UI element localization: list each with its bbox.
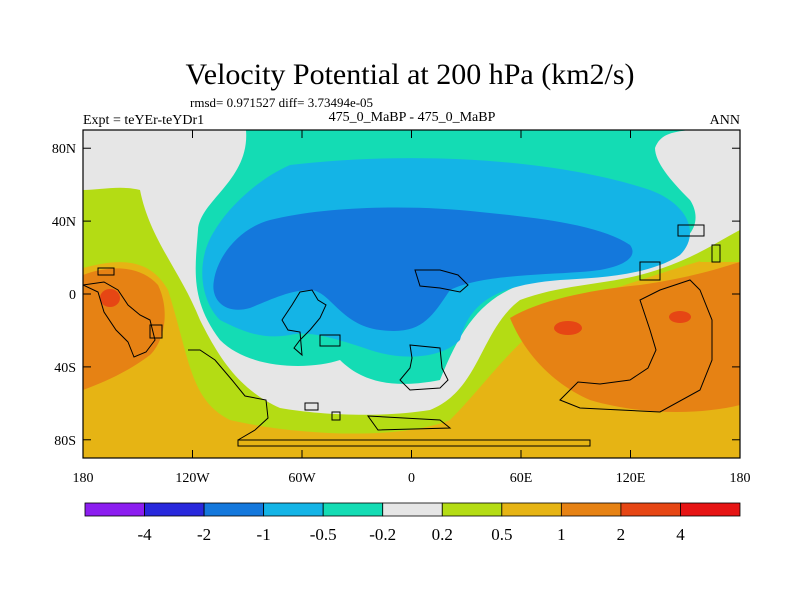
colorbar-label: -0.5 xyxy=(310,525,337,544)
colorbar-label: 4 xyxy=(676,525,685,544)
stats-line: rmsd= 0.971527 diff= 3.73494e-05 xyxy=(190,95,373,110)
colorbar-swatch xyxy=(560,502,622,517)
x-tick-label: 60W xyxy=(288,471,316,486)
period-label: 475_0_MaBP - 475_0_MaBP xyxy=(329,110,496,125)
colorbar-swatch xyxy=(620,502,681,517)
x-tick-label: 180 xyxy=(73,471,94,486)
x-tick-label: 120W xyxy=(175,471,210,486)
y-tick-label: 80S xyxy=(54,434,76,449)
colorbar-label: 1 xyxy=(557,525,566,544)
y-tick-label: 0 xyxy=(69,288,76,303)
season-label: ANN xyxy=(710,113,740,128)
colorbar-swatch xyxy=(322,502,384,517)
colorbar-swatch xyxy=(501,502,562,517)
colorbar-label: -4 xyxy=(137,525,152,544)
colorbar-label: 0.2 xyxy=(432,525,453,544)
colorbar-swatch xyxy=(680,502,741,517)
level-2-to-4-east-a xyxy=(554,321,582,335)
y-axis: 80N 40N 0 40S 80S xyxy=(52,142,740,449)
y-tick-label: 40S xyxy=(54,361,76,376)
colorbar-label: 0.5 xyxy=(491,525,512,544)
level-negative-1-area xyxy=(213,207,633,331)
x-tick-label: 0 xyxy=(408,471,415,486)
colorbar-label: -0.2 xyxy=(369,525,396,544)
experiment-label: Expt = teYEr-teYDr1 xyxy=(83,113,204,128)
colorbar-swatch xyxy=(263,502,324,517)
colorbar: -4 -2 -1 -0.5 -0.2 0.2 0.5 1 2 4 xyxy=(84,502,741,544)
y-tick-label: 80N xyxy=(52,142,76,157)
colorbar-label: 2 xyxy=(617,525,626,544)
x-tick-label: 60E xyxy=(510,471,533,486)
colorbar-swatch xyxy=(382,502,443,517)
colorbar-label: -2 xyxy=(197,525,211,544)
x-tick-label: 180 xyxy=(730,471,751,486)
level-2-to-4-east-b xyxy=(669,311,691,323)
y-tick-label: 40N xyxy=(52,215,76,230)
contour-map xyxy=(83,130,740,458)
chart-title: Velocity Potential at 200 hPa (km2/s) xyxy=(185,58,634,91)
x-axis: 180 120W 60W 0 60E 120E 180 xyxy=(73,130,751,486)
colorbar-swatch xyxy=(84,502,145,517)
colorbar-label: -1 xyxy=(257,525,271,544)
colorbar-swatch xyxy=(144,502,205,517)
land-outlines xyxy=(83,224,721,447)
colorbar-swatch xyxy=(203,502,265,517)
level-1-to-2-east xyxy=(510,262,740,412)
colorbar-swatch xyxy=(441,502,503,517)
level-2-to-4-west xyxy=(100,289,120,307)
x-tick-label: 120E xyxy=(616,471,646,486)
